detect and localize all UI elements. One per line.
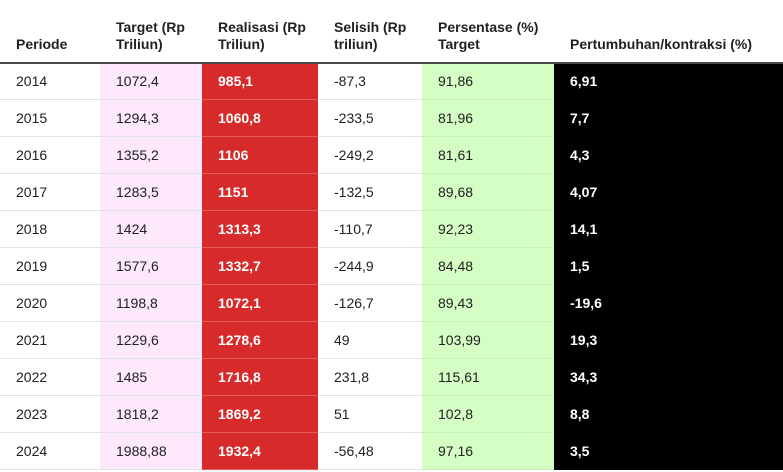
- cell-realisasi: 1072,1: [202, 284, 318, 322]
- cell-periode: 2016: [0, 136, 100, 174]
- cell-periode: 2019: [0, 247, 100, 285]
- cell-persentase: 81,96: [422, 99, 554, 137]
- cell-periode: 2023: [0, 395, 100, 433]
- cell-periode: 2014: [0, 63, 100, 100]
- cell-periode: 2020: [0, 284, 100, 322]
- cell-realisasi: 1106: [202, 136, 318, 174]
- cell-pertumbuhan: 4,07: [554, 173, 783, 211]
- table-row: 2017 1283,5 1151 -132,5 89,68 4,07: [0, 173, 783, 211]
- cell-selisih: -110,7: [318, 210, 422, 248]
- cell-persentase: 89,68: [422, 173, 554, 211]
- cell-realisasi: 1332,7: [202, 247, 318, 285]
- cell-target: 1424: [100, 210, 202, 248]
- header-target[interactable]: Target (Rp Triliun): [100, 0, 202, 64]
- table-body: 2014 1072,4 985,1 -87,3 91,86 6,91 2015 1294,3 1…: [0, 63, 783, 470]
- cell-target: 1485: [100, 358, 202, 396]
- table-row: 2019 1577,6 1332,7 -244,9 84,48 1,5: [0, 247, 783, 285]
- header-persentase[interactable]: Persentase (%) Target: [422, 0, 554, 64]
- header-selisih[interactable]: Selisih (Rp triliun): [318, 0, 422, 64]
- cell-periode: 2017: [0, 173, 100, 211]
- cell-selisih: 231,8: [318, 358, 422, 396]
- cell-pertumbuhan: 7,7: [554, 99, 783, 137]
- cell-selisih: -249,2: [318, 136, 422, 174]
- cell-periode: 2022: [0, 358, 100, 396]
- cell-selisih: -56,48: [318, 432, 422, 470]
- cell-target: 1355,2: [100, 136, 202, 174]
- cell-persentase: 81,61: [422, 136, 554, 174]
- cell-realisasi: 985,1: [202, 63, 318, 100]
- cell-pertumbuhan: 34,3: [554, 358, 783, 396]
- cell-selisih: -244,9: [318, 247, 422, 285]
- header-periode[interactable]: Periode: [0, 0, 100, 64]
- table-row: 2021 1229,6 1278,6 49 103,99 19,3: [0, 321, 783, 359]
- cell-selisih: -132,5: [318, 173, 422, 211]
- cell-pertumbuhan: 8,8: [554, 395, 783, 433]
- cell-periode: 2018: [0, 210, 100, 248]
- cell-periode: 2024: [0, 432, 100, 470]
- table-row: 2015 1294,3 1060,8 -233,5 81,96 7,7: [0, 99, 783, 137]
- table-row: 2018 1424 1313,3 -110,7 92,23 14,1: [0, 210, 783, 248]
- cell-selisih: -233,5: [318, 99, 422, 137]
- cell-periode: 2021: [0, 321, 100, 359]
- cell-persentase: 91,86: [422, 63, 554, 100]
- cell-realisasi: 1278,6: [202, 321, 318, 359]
- table-header: Periode Target (Rp Triliun) Realisasi (R…: [0, 0, 783, 64]
- cell-selisih: -126,7: [318, 284, 422, 322]
- cell-realisasi: 1313,3: [202, 210, 318, 248]
- cell-selisih: -87,3: [318, 63, 422, 100]
- table-row: 2023 1818,2 1869,2 51 102,8 8,8: [0, 395, 783, 433]
- cell-pertumbuhan: 1,5: [554, 247, 783, 285]
- cell-persentase: 97,16: [422, 432, 554, 470]
- cell-selisih: 49: [318, 321, 422, 359]
- cell-persentase: 115,61: [422, 358, 554, 396]
- cell-target: 1198,8: [100, 284, 202, 322]
- cell-periode: 2015: [0, 99, 100, 137]
- cell-persentase: 92,23: [422, 210, 554, 248]
- cell-pertumbuhan: 19,3: [554, 321, 783, 359]
- header-pertumbuhan[interactable]: Pertumbuhan/kontraksi (%): [554, 0, 783, 64]
- cell-realisasi: 1151: [202, 173, 318, 211]
- table-row: 2014 1072,4 985,1 -87,3 91,86 6,91: [0, 63, 783, 100]
- cell-target: 1577,6: [100, 247, 202, 285]
- header-row: Periode Target (Rp Triliun) Realisasi (R…: [0, 0, 783, 64]
- cell-target: 1229,6: [100, 321, 202, 359]
- table-row: 2020 1198,8 1072,1 -126,7 89,43 -19,6: [0, 284, 783, 322]
- cell-target: 1283,5: [100, 173, 202, 211]
- cell-pertumbuhan: -19,6: [554, 284, 783, 322]
- table-row: 2016 1355,2 1106 -249,2 81,61 4,3: [0, 136, 783, 174]
- table-row: 2024 1988,88 1932,4 -56,48 97,16 3,5: [0, 432, 783, 470]
- cell-realisasi: 1060,8: [202, 99, 318, 137]
- cell-realisasi: 1716,8: [202, 358, 318, 396]
- cell-persentase: 84,48: [422, 247, 554, 285]
- cell-target: 1988,88: [100, 432, 202, 470]
- cell-persentase: 89,43: [422, 284, 554, 322]
- cell-persentase: 102,8: [422, 395, 554, 433]
- cell-pertumbuhan: 4,3: [554, 136, 783, 174]
- cell-target: 1294,3: [100, 99, 202, 137]
- cell-realisasi: 1869,2: [202, 395, 318, 433]
- cell-target: 1818,2: [100, 395, 202, 433]
- cell-target: 1072,4: [100, 63, 202, 100]
- header-realisasi[interactable]: Realisasi (Rp Triliun): [202, 0, 318, 64]
- cell-pertumbuhan: 3,5: [554, 432, 783, 470]
- cell-selisih: 51: [318, 395, 422, 433]
- cell-realisasi: 1932,4: [202, 432, 318, 470]
- cell-pertumbuhan: 14,1: [554, 210, 783, 248]
- table-row: 2022 1485 1716,8 231,8 115,61 34,3: [0, 358, 783, 396]
- cell-persentase: 103,99: [422, 321, 554, 359]
- cell-pertumbuhan: 6,91: [554, 63, 783, 100]
